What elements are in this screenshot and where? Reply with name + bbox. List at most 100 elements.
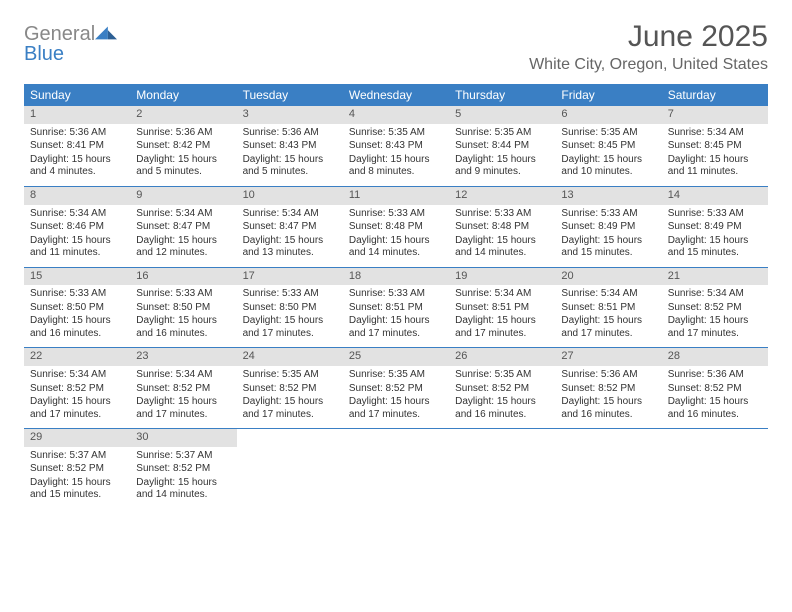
sunset-line: Sunset: 8:51 PM bbox=[349, 302, 443, 315]
daylight-line: Daylight: 15 hours and 11 minutes. bbox=[30, 235, 124, 260]
day-number: 14 bbox=[662, 187, 768, 205]
daylight-line: Daylight: 15 hours and 5 minutes. bbox=[136, 154, 230, 179]
day-number: 15 bbox=[24, 268, 130, 286]
weekday-label: Monday bbox=[130, 84, 236, 106]
daylight-line: Daylight: 15 hours and 5 minutes. bbox=[243, 154, 337, 179]
daylight-line: Daylight: 15 hours and 16 minutes. bbox=[136, 315, 230, 340]
day-body: Sunrise: 5:34 AMSunset: 8:52 PMDaylight:… bbox=[662, 288, 768, 340]
title-block: June 2025 White City, Oregon, United Sta… bbox=[529, 20, 768, 74]
calendar-day-cell: 8Sunrise: 5:34 AMSunset: 8:46 PMDaylight… bbox=[24, 187, 130, 267]
sunset-line: Sunset: 8:45 PM bbox=[668, 140, 762, 153]
daylight-line: Daylight: 15 hours and 17 minutes. bbox=[349, 315, 443, 340]
day-number: 25 bbox=[343, 348, 449, 366]
daylight-line: Daylight: 15 hours and 15 minutes. bbox=[30, 477, 124, 502]
sunrise-line: Sunrise: 5:33 AM bbox=[668, 208, 762, 221]
sunrise-line: Sunrise: 5:36 AM bbox=[561, 369, 655, 382]
calendar-day-cell: 19Sunrise: 5:34 AMSunset: 8:51 PMDayligh… bbox=[449, 268, 555, 348]
sunrise-line: Sunrise: 5:36 AM bbox=[243, 127, 337, 140]
day-body: Sunrise: 5:34 AMSunset: 8:51 PMDaylight:… bbox=[449, 288, 555, 340]
day-number: 23 bbox=[130, 348, 236, 366]
weekday-label: Wednesday bbox=[343, 84, 449, 106]
day-body: Sunrise: 5:36 AMSunset: 8:52 PMDaylight:… bbox=[662, 369, 768, 421]
day-number: 24 bbox=[237, 348, 343, 366]
day-body: Sunrise: 5:34 AMSunset: 8:51 PMDaylight:… bbox=[555, 288, 661, 340]
sunset-line: Sunset: 8:44 PM bbox=[455, 140, 549, 153]
sunset-line: Sunset: 8:43 PM bbox=[243, 140, 337, 153]
day-body: Sunrise: 5:36 AMSunset: 8:42 PMDaylight:… bbox=[130, 127, 236, 179]
day-body: Sunrise: 5:33 AMSunset: 8:50 PMDaylight:… bbox=[130, 288, 236, 340]
daylight-line: Daylight: 15 hours and 17 minutes. bbox=[668, 315, 762, 340]
sunrise-line: Sunrise: 5:33 AM bbox=[349, 208, 443, 221]
calendar-week-row: 29Sunrise: 5:37 AMSunset: 8:52 PMDayligh… bbox=[24, 429, 768, 509]
sunset-line: Sunset: 8:42 PM bbox=[136, 140, 230, 153]
day-body: Sunrise: 5:33 AMSunset: 8:51 PMDaylight:… bbox=[343, 288, 449, 340]
sunset-line: Sunset: 8:52 PM bbox=[136, 383, 230, 396]
sunrise-line: Sunrise: 5:34 AM bbox=[668, 288, 762, 301]
weekday-label: Sunday bbox=[24, 84, 130, 106]
day-number: 27 bbox=[555, 348, 661, 366]
day-number: 6 bbox=[555, 106, 661, 124]
sunset-line: Sunset: 8:45 PM bbox=[561, 140, 655, 153]
sunset-line: Sunset: 8:52 PM bbox=[668, 383, 762, 396]
calendar-day-cell: 26Sunrise: 5:35 AMSunset: 8:52 PMDayligh… bbox=[449, 348, 555, 428]
weekday-label: Saturday bbox=[662, 84, 768, 106]
calendar-day-cell bbox=[662, 429, 768, 509]
calendar-day-cell: 10 Sunrise: 5:34 AMSunset: 8:47 PMDayligh… bbox=[237, 187, 343, 267]
sunrise-line: Sunrise: 5:34 AM bbox=[30, 369, 124, 382]
calendar-day-cell: 18Sunrise: 5:33 AMSunset: 8:51 PMDayligh… bbox=[343, 268, 449, 348]
calendar-day-cell: 30Sunrise: 5:37 AMSunset: 8:52 PMDayligh… bbox=[130, 429, 236, 509]
page-location: White City, Oregon, United States bbox=[529, 56, 768, 74]
day-body: Sunrise: 5:34 AMSunset: 8:45 PMDaylight:… bbox=[662, 127, 768, 179]
day-body: Sunrise: 5:35 AMSunset: 8:52 PMDaylight:… bbox=[343, 369, 449, 421]
sunset-line: Sunset: 8:49 PM bbox=[561, 221, 655, 234]
calendar-day-cell: 3 Sunrise: 5:36 AMSunset: 8:43 PMDaylight… bbox=[237, 106, 343, 186]
sunset-line: Sunset: 8:46 PM bbox=[30, 221, 124, 234]
sunset-line: Sunset: 8:48 PM bbox=[455, 221, 549, 234]
daylight-line: Daylight: 15 hours and 17 minutes. bbox=[243, 396, 337, 421]
day-number: 13 bbox=[555, 187, 661, 205]
day-number: 12 bbox=[449, 187, 555, 205]
daylight-line: Daylight: 15 hours and 8 minutes. bbox=[349, 154, 443, 179]
sunset-line: Sunset: 8:50 PM bbox=[30, 302, 124, 315]
day-body: Sunrise: 5:34 AMSunset: 8:47 PMDaylight:… bbox=[237, 208, 343, 260]
day-body: Sunrise: 5:33 AMSunset: 8:49 PMDaylight:… bbox=[555, 208, 661, 260]
daylight-line: Daylight: 15 hours and 17 minutes. bbox=[561, 315, 655, 340]
calendar-weeks: 1Sunrise: 5:36 AMSunset: 8:41 PMDaylight… bbox=[24, 106, 768, 509]
day-number: 3 bbox=[237, 106, 343, 124]
sunset-line: Sunset: 8:52 PM bbox=[136, 463, 230, 476]
day-number: 5 bbox=[449, 106, 555, 124]
day-number: 4 bbox=[343, 106, 449, 124]
brand-text: General Blue bbox=[24, 24, 117, 64]
calendar-day-cell: 2Sunrise: 5:36 AMSunset: 8:42 PMDaylight… bbox=[130, 106, 236, 186]
sunrise-line: Sunrise: 5:33 AM bbox=[455, 208, 549, 221]
daylight-line: Daylight: 15 hours and 11 minutes. bbox=[668, 154, 762, 179]
calendar-day-cell: 23Sunrise: 5:34 AMSunset: 8:52 PMDayligh… bbox=[130, 348, 236, 428]
sunset-line: Sunset: 8:49 PM bbox=[668, 221, 762, 234]
day-number: 10 bbox=[237, 187, 343, 205]
weekday-label: Friday bbox=[555, 84, 661, 106]
day-body: Sunrise: 5:36 AMSunset: 8:52 PMDaylight:… bbox=[555, 369, 661, 421]
daylight-line: Daylight: 15 hours and 17 minutes. bbox=[30, 396, 124, 421]
sunrise-line: Sunrise: 5:37 AM bbox=[136, 450, 230, 463]
daylight-line: Daylight: 15 hours and 16 minutes. bbox=[30, 315, 124, 340]
daylight-line: Daylight: 15 hours and 13 minutes. bbox=[243, 235, 337, 260]
calendar-day-cell: 1Sunrise: 5:36 AMSunset: 8:41 PMDaylight… bbox=[24, 106, 130, 186]
sunrise-line: Sunrise: 5:33 AM bbox=[30, 288, 124, 301]
daylight-line: Daylight: 15 hours and 17 minutes. bbox=[136, 396, 230, 421]
calendar-day-cell: 7Sunrise: 5:34 AMSunset: 8:45 PMDaylight… bbox=[662, 106, 768, 186]
calendar-day-cell: 27 Sunrise: 5:36 AMSunset: 8:52 PMDayligh… bbox=[555, 348, 661, 428]
day-number: 22 bbox=[24, 348, 130, 366]
calendar-day-cell: 15 Sunrise: 5:33 AMSunset: 8:50 PMDayligh… bbox=[24, 268, 130, 348]
day-number: 1 bbox=[24, 106, 130, 124]
sunset-line: Sunset: 8:52 PM bbox=[30, 463, 124, 476]
calendar-week-row: 1Sunrise: 5:36 AMSunset: 8:41 PMDaylight… bbox=[24, 106, 768, 187]
calendar-day-cell: 17Sunrise: 5:33 AMSunset: 8:50 PMDayligh… bbox=[237, 268, 343, 348]
calendar-day-cell: 9Sunrise: 5:34 AMSunset: 8:47 PMDaylight… bbox=[130, 187, 236, 267]
calendar: SundayMondayTuesdayWednesdayThursdayFrid… bbox=[24, 84, 768, 509]
sunrise-line: Sunrise: 5:33 AM bbox=[561, 208, 655, 221]
sunrise-line: Sunrise: 5:35 AM bbox=[455, 127, 549, 140]
sunrise-line: Sunrise: 5:33 AM bbox=[243, 288, 337, 301]
sunset-line: Sunset: 8:47 PM bbox=[136, 221, 230, 234]
sunrise-line: Sunrise: 5:34 AM bbox=[136, 208, 230, 221]
day-number: 17 bbox=[237, 268, 343, 286]
